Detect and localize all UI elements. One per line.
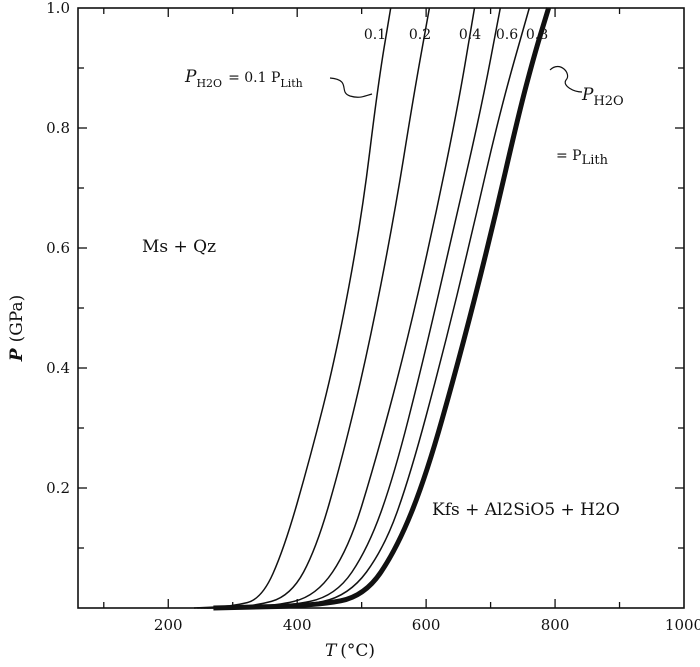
y-tick-label: 0.4 xyxy=(46,359,70,377)
label-ph2o-lith-bottom: = PLith xyxy=(556,148,609,168)
curve-tag: 0.4 xyxy=(459,27,481,43)
x-tick-label: 800 xyxy=(541,616,570,634)
leader-ph2o-lith xyxy=(549,65,583,93)
x-tick-label: 400 xyxy=(283,616,312,634)
curve-tag: 0.1 xyxy=(364,27,386,43)
curve-ph2o-equals-plith xyxy=(213,7,551,611)
ticks: 200 400 600 800 1000 0.2 0.4 0.6 0.8 1.0 xyxy=(46,0,700,634)
region-label-ms-qz: Ms + Qz xyxy=(142,237,216,257)
y-tick-label: 0.8 xyxy=(46,119,70,137)
x-axis-title: T (°C) xyxy=(325,641,375,661)
y-axis-title: P(GPa) xyxy=(7,295,27,362)
label-ph2o-lith-top: PH2O xyxy=(581,85,624,109)
curve-tag: 0.6 xyxy=(496,27,518,43)
curve-ratio-01 xyxy=(193,7,392,609)
leader-ph2o-01 xyxy=(329,77,373,98)
x-tick-label: 1000 xyxy=(665,616,700,634)
label-ph2o-01: PH2O = 0.1 PLith xyxy=(184,67,303,90)
y-tick-label: 1.0 xyxy=(46,0,70,17)
x-tick-label: 200 xyxy=(154,616,183,634)
x-tick-label: 600 xyxy=(412,616,441,634)
y-tick-label: 0.2 xyxy=(46,479,70,497)
region-label-kfs: Kfs + Al2SiO5 + H2O xyxy=(432,500,620,520)
curve-tag: 0.8 xyxy=(526,27,548,43)
curve-tag: 0.2 xyxy=(409,27,431,43)
y-tick-label: 0.6 xyxy=(46,239,70,257)
